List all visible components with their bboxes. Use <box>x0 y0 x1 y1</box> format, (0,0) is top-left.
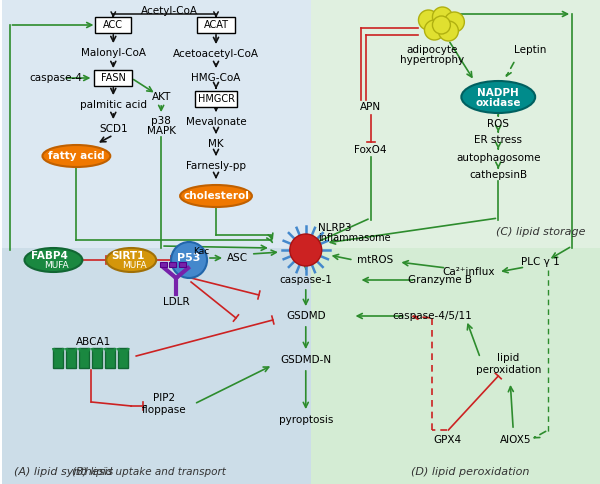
Text: (C) lipid storage: (C) lipid storage <box>496 227 585 237</box>
Bar <box>53 348 64 368</box>
Bar <box>92 348 103 368</box>
Bar <box>67 348 76 368</box>
Text: cholesterol: cholesterol <box>183 191 249 201</box>
Text: Leptin: Leptin <box>514 45 547 55</box>
Text: Acetyl-CoA: Acetyl-CoA <box>140 6 197 16</box>
FancyBboxPatch shape <box>2 248 311 484</box>
Text: caspase-1: caspase-1 <box>280 275 332 285</box>
Text: P53: P53 <box>178 253 201 263</box>
Text: inflammasome: inflammasome <box>318 233 391 243</box>
Text: ROS: ROS <box>487 119 509 129</box>
Bar <box>160 262 167 267</box>
Text: Malonyl-CoA: Malonyl-CoA <box>81 48 146 58</box>
Text: MUFA: MUFA <box>122 261 146 271</box>
Circle shape <box>171 242 207 278</box>
Text: cathepsinB: cathepsinB <box>469 170 527 180</box>
Bar <box>169 262 176 267</box>
Text: caspase-4/5/11: caspase-4/5/11 <box>392 311 472 321</box>
Text: FABP4: FABP4 <box>31 251 68 261</box>
Text: SIRT1: SIRT1 <box>112 251 145 261</box>
Text: AKT: AKT <box>151 92 171 102</box>
Text: FoxO4: FoxO4 <box>355 145 387 155</box>
Text: floppase: floppase <box>142 405 187 415</box>
FancyBboxPatch shape <box>195 91 237 107</box>
Circle shape <box>433 7 452 27</box>
FancyBboxPatch shape <box>311 248 600 484</box>
Text: MAPK: MAPK <box>146 126 176 136</box>
Bar <box>179 262 186 267</box>
Text: (D) lipid peroxidation: (D) lipid peroxidation <box>411 467 530 477</box>
Circle shape <box>424 20 445 40</box>
Text: AlOX5: AlOX5 <box>499 435 531 445</box>
Bar <box>118 348 128 368</box>
Ellipse shape <box>461 81 535 113</box>
Text: Kac: Kac <box>193 246 209 256</box>
Text: HMG-CoA: HMG-CoA <box>191 73 241 83</box>
Text: peroxidation: peroxidation <box>476 365 541 375</box>
Text: LDLR: LDLR <box>163 297 190 307</box>
Text: ACAT: ACAT <box>203 20 229 30</box>
Text: GSDMD: GSDMD <box>286 311 326 321</box>
Text: NLRP3: NLRP3 <box>318 223 351 233</box>
Text: p38: p38 <box>151 116 171 126</box>
Text: ER stress: ER stress <box>474 135 522 145</box>
Text: GPX4: GPX4 <box>433 435 461 445</box>
Text: Granzyme B: Granzyme B <box>409 275 472 285</box>
Text: MUFA: MUFA <box>44 261 69 271</box>
Text: autophagosome: autophagosome <box>456 153 541 163</box>
Text: PIP2: PIP2 <box>153 393 175 403</box>
Text: Farnesly-pp: Farnesly-pp <box>186 161 246 171</box>
Text: (A) lipid synthesis: (A) lipid synthesis <box>14 467 113 477</box>
Circle shape <box>445 12 464 32</box>
Text: FASN: FASN <box>101 73 126 83</box>
Text: SCD1: SCD1 <box>99 124 128 134</box>
Ellipse shape <box>180 185 252 207</box>
FancyBboxPatch shape <box>197 17 235 33</box>
Text: GSDMD-N: GSDMD-N <box>280 355 331 365</box>
Circle shape <box>433 16 451 34</box>
Text: palmitic acid: palmitic acid <box>80 100 147 110</box>
Text: HMGCR: HMGCR <box>197 94 235 104</box>
Circle shape <box>418 10 439 30</box>
Text: mtROS: mtROS <box>358 255 394 265</box>
Bar <box>79 348 89 368</box>
Bar <box>106 348 115 368</box>
Text: APN: APN <box>360 102 381 112</box>
Text: oxidase: oxidase <box>476 98 521 108</box>
FancyBboxPatch shape <box>311 0 600 248</box>
Text: Acetoacetyl-CoA: Acetoacetyl-CoA <box>173 49 259 59</box>
Text: Mevalonate: Mevalonate <box>185 117 247 127</box>
FancyBboxPatch shape <box>94 70 132 86</box>
Text: fatty acid: fatty acid <box>48 151 104 161</box>
Ellipse shape <box>43 145 110 167</box>
Text: (B) lipid uptake and transport: (B) lipid uptake and transport <box>72 467 226 477</box>
Text: lipid: lipid <box>497 353 520 363</box>
Text: pyroptosis: pyroptosis <box>278 415 333 425</box>
Ellipse shape <box>25 248 82 272</box>
Text: ASC: ASC <box>227 253 248 263</box>
Ellipse shape <box>106 248 156 272</box>
Text: hypertrophy: hypertrophy <box>400 55 464 65</box>
Text: Ca²⁺influx: Ca²⁺influx <box>442 267 494 277</box>
Text: ABCA1: ABCA1 <box>76 337 111 347</box>
Text: adipocyte: adipocyte <box>407 45 458 55</box>
Text: MK: MK <box>208 139 224 149</box>
Text: caspase-4: caspase-4 <box>29 73 82 83</box>
FancyBboxPatch shape <box>2 0 311 248</box>
Text: ACC: ACC <box>103 20 123 30</box>
Text: PLC γ 1: PLC γ 1 <box>521 257 560 267</box>
Text: NADPH: NADPH <box>478 88 519 98</box>
Circle shape <box>290 234 322 266</box>
Circle shape <box>439 21 458 41</box>
FancyBboxPatch shape <box>95 17 131 33</box>
